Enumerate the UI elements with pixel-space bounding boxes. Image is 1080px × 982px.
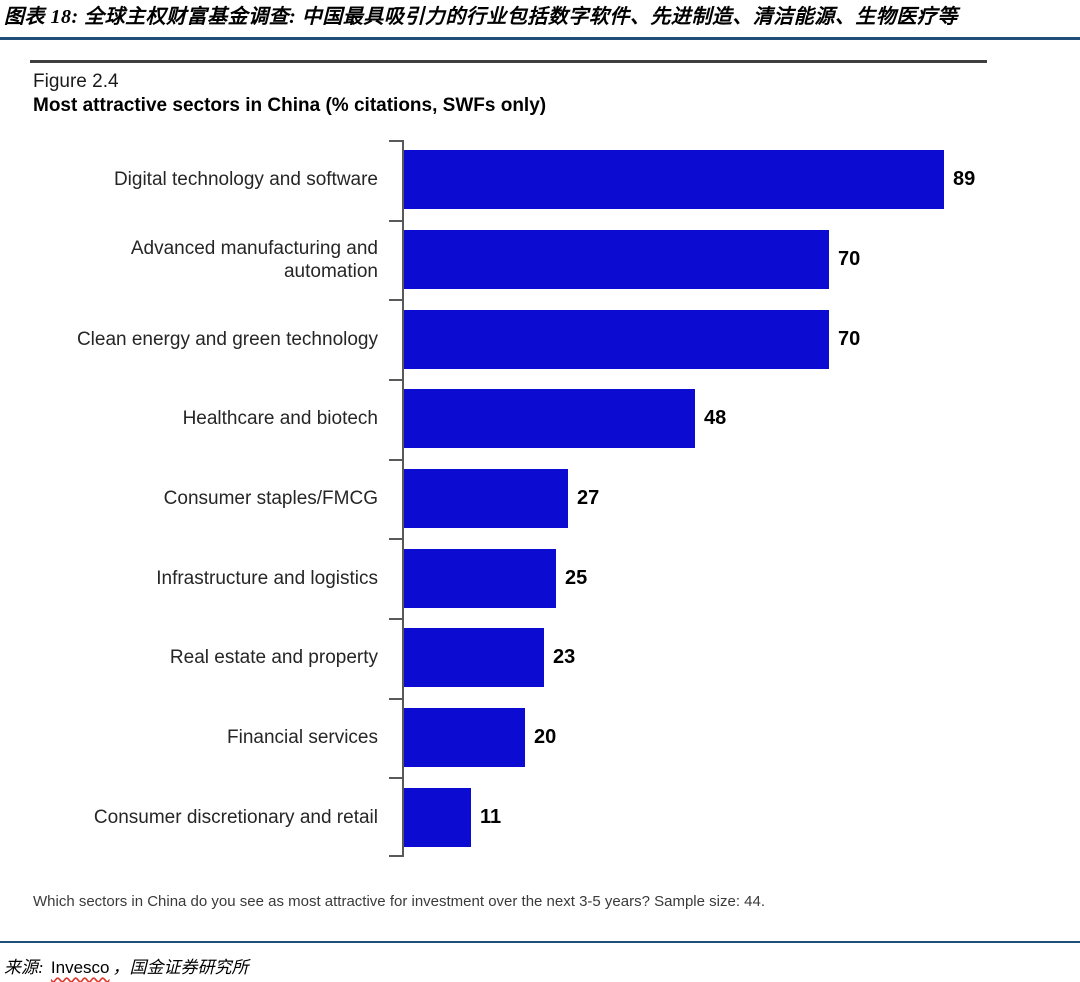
bar-cell: 48 [378,379,1080,459]
source-line: 来源: Invesco ，国金证券研究所 [4,953,249,978]
bar [404,150,944,210]
bar [404,230,829,289]
y-axis-line [402,140,404,857]
bar-cell: 89 [378,140,1080,220]
figure-footnote: Which sectors in China do you see as mos… [33,893,766,910]
source-orgs: ，国金证券研究所 [112,958,249,977]
bar [404,787,471,847]
bar-row: Clean energy and green technology 70 [0,299,1080,379]
axis-tick [389,697,402,700]
axis-tick [389,617,402,620]
value-label: 70 [838,327,861,350]
value-label: 23 [553,646,576,669]
category-label: Financial services [227,727,378,749]
bar-row: Financial services 20 [0,698,1080,778]
report-title: 图表 18: 全球主权财富基金调查: 中国最具吸引力的行业包括数字软件、先进制造… [4,6,958,28]
bar [404,309,829,369]
bar-cell: 70 [378,299,1080,379]
bar-row: Consumer staples/FMCG 27 [0,459,1080,539]
axis-tick [389,299,402,302]
axis-tick [389,538,402,541]
bar [404,548,556,608]
axis-tick [389,855,402,857]
bar-cell: 20 [378,698,1080,778]
value-label: 48 [704,407,727,430]
category-label: Consumer staples/FMCG [163,488,378,510]
axis-tick [389,777,402,780]
bar-row: Advanced manufacturing and automation 70 [0,220,1080,300]
category-label: Healthcare and biotech [182,408,378,430]
value-label: 89 [953,168,976,191]
axis-tick [389,378,402,381]
bar-cell: 27 [378,459,1080,539]
category-label: Consumer discretionary and retail [93,806,378,828]
axis-tick [389,219,402,222]
bar-cell: 23 [378,618,1080,698]
bar-chart: Digital technology and software 89 Advan… [0,140,1080,857]
figure-label: Figure 2.4 [33,71,119,92]
bar [404,708,525,768]
chart-rows: Digital technology and software 89 Advan… [0,140,1080,857]
header-rule [0,37,1080,40]
bar [404,469,568,529]
bar-row: Consumer discretionary and retail 11 [0,777,1080,857]
category-label: Digital technology and software [113,169,378,191]
value-label: 11 [480,805,502,828]
figure-top-rule [30,60,987,63]
bar-row: Real estate and property 23 [0,618,1080,698]
source-label: 来源: [4,958,44,977]
bar-cell: 11 [378,777,1080,857]
bar [404,389,695,449]
bar-cell: 25 [378,538,1080,618]
category-label: Real estate and property [169,647,378,669]
source-vendor: Invesco [50,958,110,977]
bar-row: Healthcare and biotech 48 [0,379,1080,459]
bar-row: Infrastructure and logistics 25 [0,538,1080,618]
bar [404,628,544,688]
value-label: 25 [565,566,588,589]
value-label: 70 [838,248,861,270]
bar-row: Digital technology and software 89 [0,140,1080,220]
value-label: 20 [534,726,557,749]
category-label: Clean energy and green technology [76,328,378,350]
axis-tick [389,140,402,142]
footer-rule [0,941,1080,943]
value-label: 27 [577,487,600,510]
figure-subtitle: Most attractive sectors in China (% cita… [33,95,547,116]
axis-tick [389,458,402,461]
category-label: Infrastructure and logistics [156,567,378,589]
bar-cell: 70 [378,220,1080,300]
category-label: Advanced manufacturing and automation [130,237,378,282]
